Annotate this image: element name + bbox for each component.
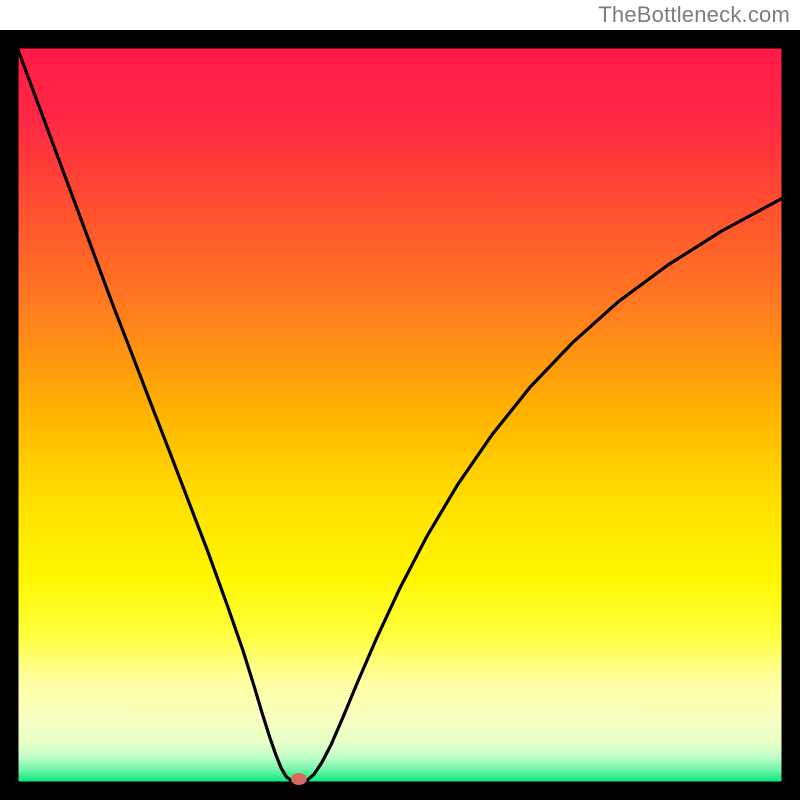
plot-background (17, 47, 783, 783)
watermark-text: TheBottleneck.com (598, 2, 790, 28)
bottleneck-chart-container: TheBottleneck.com (0, 0, 800, 800)
optimum-marker (291, 773, 307, 785)
chart-svg (0, 0, 800, 800)
